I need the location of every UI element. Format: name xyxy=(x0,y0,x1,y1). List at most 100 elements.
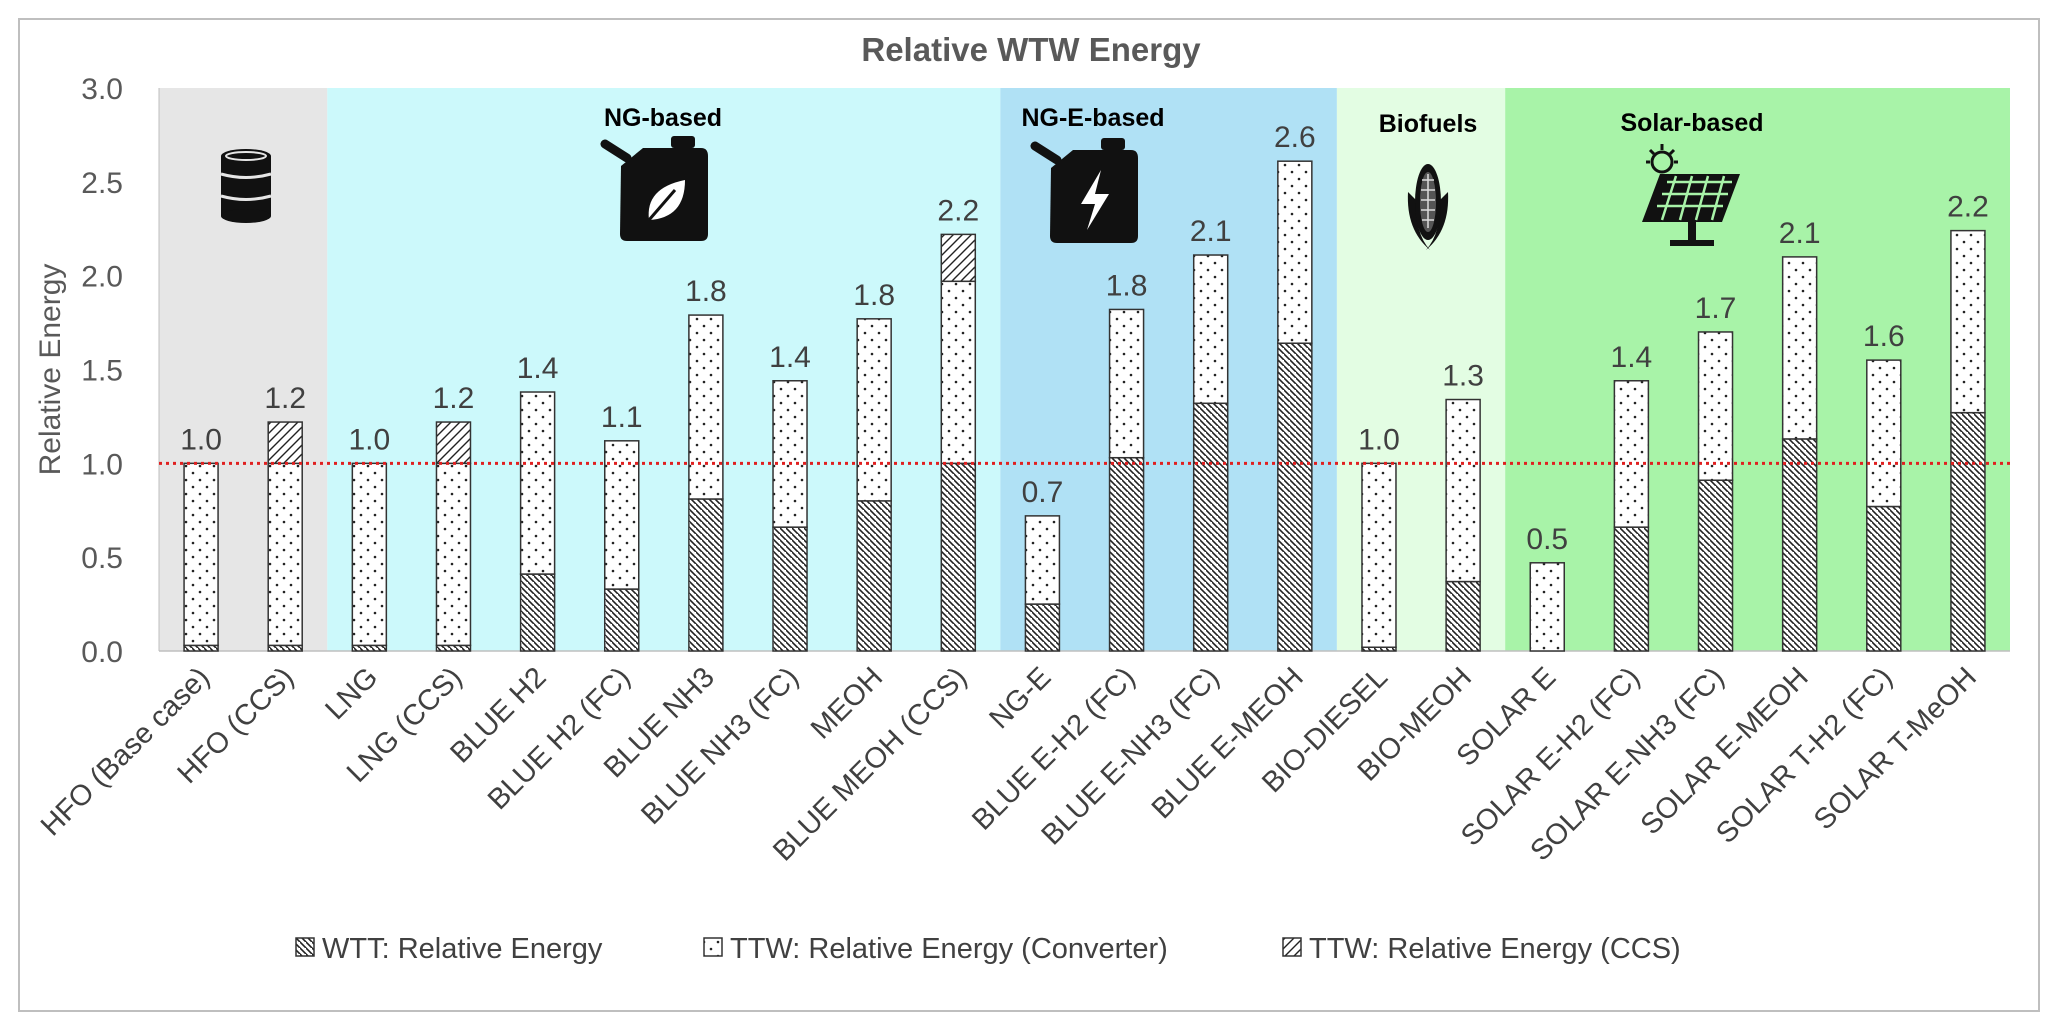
bar-segment xyxy=(1445,398,1481,583)
data-label: 1.0 xyxy=(1358,423,1400,456)
bar-segment xyxy=(1277,342,1313,652)
data-label: 1.4 xyxy=(769,341,811,374)
bar-segment xyxy=(688,314,724,500)
legend-swatch xyxy=(295,937,315,957)
bar-segment xyxy=(519,573,556,652)
legend-swatch xyxy=(1282,937,1302,957)
bar-segment xyxy=(435,462,472,647)
data-labels: 1.0 1.2 1.0 1.2 1.4 1.1 1.8 1.4 1.8 2.2 0.7 1.8 2.1 2… xyxy=(180,121,1989,556)
legend-label: TTW: Relative Energy (CCS) xyxy=(1309,933,1681,965)
bar-segment xyxy=(1950,229,1986,414)
bar-segment xyxy=(940,462,977,652)
bar-segment xyxy=(183,644,219,652)
data-label: 2.2 xyxy=(1947,191,1989,224)
bar-segment xyxy=(351,462,388,647)
y-tick-label: 3.0 xyxy=(81,73,123,106)
y-tick-label: 1.5 xyxy=(81,355,123,388)
bar-segment xyxy=(940,280,977,465)
corn-icon xyxy=(1407,164,1449,250)
chart-frame xyxy=(18,18,2040,1012)
bar-segment xyxy=(267,462,303,647)
bar-segment xyxy=(267,421,303,465)
bar-segment xyxy=(940,233,977,283)
bar-segment xyxy=(435,421,472,465)
data-label: 1.0 xyxy=(348,423,390,456)
region-label-1: NG-based xyxy=(604,104,722,132)
bar-segment xyxy=(1950,411,1986,652)
bar-segment xyxy=(351,644,388,652)
bar-segment xyxy=(1866,505,1902,652)
region-4-background xyxy=(1505,88,2010,651)
bar-segment xyxy=(1445,580,1481,652)
bar-segment xyxy=(1108,308,1145,459)
bar-segment xyxy=(1866,359,1902,508)
y-tick-label: 1.0 xyxy=(81,448,123,481)
y-tick-label: 0.5 xyxy=(81,542,123,575)
bar-segment xyxy=(772,526,808,652)
data-label: 1.0 xyxy=(180,423,222,456)
legend-label: TTW: Relative Energy (Converter) xyxy=(730,933,1168,965)
bar-segment xyxy=(604,588,640,652)
bar-segment xyxy=(183,462,219,647)
bar-segment xyxy=(519,391,556,575)
x-tick-label: BLUE NH3 (FC) xyxy=(635,661,805,831)
bar-segment xyxy=(1024,515,1061,605)
data-label: 2.6 xyxy=(1274,121,1316,154)
bar-segment xyxy=(1781,438,1818,652)
bar-segment xyxy=(1192,402,1229,652)
data-label: 1.8 xyxy=(853,279,895,312)
bar-segment xyxy=(267,644,303,652)
y-tick-label: 2.5 xyxy=(81,167,123,200)
y-tick-label: 0.0 xyxy=(81,636,123,669)
y-tick-label: 2.0 xyxy=(81,261,123,294)
region-label-4: Solar-based xyxy=(1620,109,1763,137)
bar-segment xyxy=(688,498,724,652)
bar-segment xyxy=(435,644,472,652)
region-icons xyxy=(220,136,1740,250)
bar-segment xyxy=(1361,462,1397,648)
data-label: 1.8 xyxy=(685,275,727,308)
data-label: 1.4 xyxy=(517,352,559,385)
bar-segment xyxy=(1613,380,1650,528)
oil-barrel-icon xyxy=(220,149,272,223)
x-tick-label: LNG xyxy=(319,661,384,726)
y-axis-label: Relative Energy xyxy=(34,264,67,476)
bar-segment xyxy=(1529,562,1565,652)
bars xyxy=(183,160,1986,652)
data-label: 1.2 xyxy=(264,382,306,415)
bar-segment xyxy=(1024,603,1061,652)
bar-segment xyxy=(772,380,808,528)
lightning-fuel-can-icon xyxy=(1030,138,1138,243)
bar-segment xyxy=(1781,256,1818,440)
region-label-3: Biofuels xyxy=(1379,110,1478,138)
bar-segment xyxy=(604,440,640,590)
data-label: 2.1 xyxy=(1190,215,1232,248)
x-tick-label: BLUE E-MEOH xyxy=(1146,661,1310,825)
bar-segment xyxy=(1697,479,1734,652)
leaf-fuel-can-icon xyxy=(600,136,708,241)
x-tick-label: BLUE H2 (FC) xyxy=(482,661,637,816)
data-label: 1.7 xyxy=(1695,292,1737,325)
chart-title: Relative WTW Energy xyxy=(861,31,1201,68)
data-label: 1.6 xyxy=(1863,320,1905,353)
x-tick-label: MEOH xyxy=(805,661,889,745)
data-label: 2.2 xyxy=(937,194,979,227)
data-label: 1.3 xyxy=(1442,360,1484,393)
legend-swatch xyxy=(703,937,723,957)
data-label: 1.4 xyxy=(1611,341,1653,374)
bar-segment xyxy=(1613,526,1650,652)
region-label-2: NG-E-based xyxy=(1021,104,1164,132)
bar-segment xyxy=(856,318,892,502)
solar-panel-icon xyxy=(1642,144,1740,246)
data-label: 1.8 xyxy=(1106,269,1148,302)
legend: WTT: Relative Energy TTW: Relative Energy… xyxy=(295,933,1681,965)
data-label: 1.2 xyxy=(433,382,475,415)
bar-segment xyxy=(1697,331,1734,481)
bar-segment xyxy=(1277,160,1313,344)
bar-segment xyxy=(1108,456,1145,652)
data-label: 0.7 xyxy=(1022,476,1064,509)
data-label: 1.1 xyxy=(601,401,643,434)
